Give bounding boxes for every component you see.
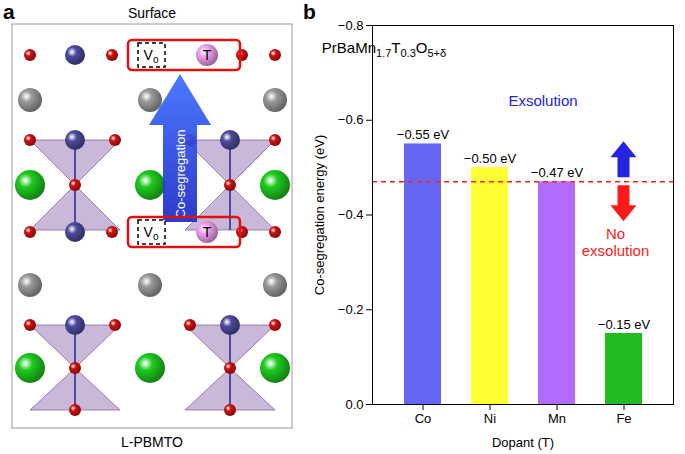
svg-text:−0.15 eV: −0.15 eV [598, 317, 651, 332]
svg-text:−0.47 eV: −0.47 eV [531, 165, 584, 180]
svg-text:PrBaMn1.7T0.3O5+δ: PrBaMn1.7T0.3O5+δ [322, 39, 446, 59]
svg-text:−0.6: −0.6 [338, 112, 364, 127]
svg-text:Co: Co [415, 411, 432, 426]
svg-text:Dopant (T): Dopant (T) [492, 435, 554, 450]
svg-text:Ni: Ni [484, 411, 496, 426]
svg-text:Co-segregation energy (eV): Co-segregation energy (eV) [312, 135, 327, 295]
svg-text:Mn: Mn [548, 411, 566, 426]
svg-text:T: T [203, 47, 212, 63]
svg-text:Co-segregation: Co-segregation [173, 130, 188, 219]
svg-text:T: T [203, 224, 212, 240]
svg-text:No: No [606, 225, 625, 242]
svg-text:−0.8: −0.8 [338, 18, 364, 33]
html-text:b: b [303, 0, 316, 23]
svg-text:−0.50 eV: −0.50 eV [464, 151, 517, 166]
svg-text:Fe: Fe [616, 411, 631, 426]
svg-text:Exsolution: Exsolution [508, 92, 577, 109]
html-text:a: a [3, 0, 15, 23]
svg-text:−0.2: −0.2 [338, 302, 364, 317]
svg-text:Vo: Vo [144, 224, 159, 242]
svg-text:Surface: Surface [128, 5, 176, 21]
svg-text:Vo: Vo [144, 47, 159, 65]
svg-text:−0.4: −0.4 [338, 207, 364, 222]
svg-text:L-PBMTO: L-PBMTO [121, 434, 183, 450]
svg-text:−0.55 eV: −0.55 eV [397, 127, 450, 142]
svg-text:exsolution: exsolution [582, 242, 650, 259]
svg-text:0.0: 0.0 [345, 397, 363, 412]
